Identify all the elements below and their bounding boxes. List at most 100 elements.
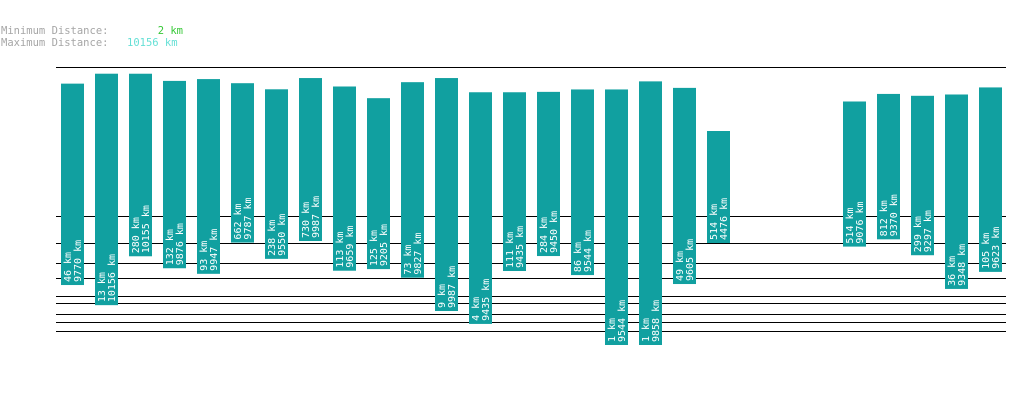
distance-bar: 299 km 9297 km <box>911 95 934 256</box>
bar-label-min: 812 km <box>879 200 890 236</box>
distance-bar: 9 km 9987 km <box>435 78 458 312</box>
distance-bar: 86 km 9544 km <box>571 89 594 276</box>
distance-bar: 280 km 10155 km <box>129 73 152 257</box>
bar-rect <box>231 83 254 243</box>
bar-label-min: 111 km <box>505 232 516 268</box>
distance-bar: 73 km 9827 km <box>401 82 424 278</box>
bar-rect <box>911 95 934 256</box>
bar-label-max: 9076 km <box>855 201 866 243</box>
bar-rect <box>401 82 424 278</box>
bar-label-min: 514 km <box>709 204 720 240</box>
bar-label-min: 238 km <box>267 220 278 256</box>
bar-label-min: 730 km <box>301 202 312 238</box>
distance-bar: 93 km 9947 km <box>197 79 220 274</box>
bar-label-max: 9544 km <box>583 230 594 272</box>
bar-rect <box>707 131 730 243</box>
min-distance-value: 2 km <box>157 25 183 37</box>
bar-label-max: 9450 km <box>549 211 560 253</box>
bar-label-max: 9205 km <box>379 224 390 266</box>
bar-label-max: 10155 km <box>141 205 152 253</box>
distance-bar: 1 km 9544 km <box>605 89 628 345</box>
bar-label-min: 284 km <box>539 217 550 253</box>
bar-label-min: 9 km <box>437 284 448 308</box>
bar-rect <box>95 73 118 306</box>
bar-label-min: 662 km <box>233 203 244 239</box>
bar-label-min: 132 km <box>165 229 176 265</box>
bar-rect <box>435 78 458 312</box>
bar-label-max: 9605 km <box>685 239 696 281</box>
distance-bar: 4 km 9435 km <box>469 92 492 324</box>
distance-bar: 113 km 9659 km <box>333 86 356 271</box>
distance-bar: 730 km 9987 km <box>299 78 322 242</box>
distance-bar: 238 km 9550 km <box>265 89 288 259</box>
bar-rect <box>265 89 288 259</box>
bar-label-min: 280 km <box>131 217 142 253</box>
bar-label-max: 9435 km <box>481 279 492 321</box>
bar-label-min: 49 km <box>675 251 686 281</box>
bar-rect <box>877 93 900 240</box>
bar-label-min: 125 km <box>369 230 380 266</box>
bar-rect <box>673 87 696 285</box>
bar-rect <box>503 92 526 272</box>
bar-rect <box>945 94 968 289</box>
bar-rect <box>129 73 152 257</box>
bar-label-max: 9348 km <box>957 244 968 286</box>
distance-bar: 132 km 9876 km <box>163 80 186 269</box>
distance-bar: 514 km 4476 km <box>707 131 730 243</box>
bar-label-max: 9297 km <box>923 210 934 252</box>
bar-rect <box>979 87 1002 272</box>
distance-bar: 111 km 9435 km <box>503 92 526 272</box>
bar-rect <box>367 98 390 270</box>
bar-label-max: 9370 km <box>889 194 900 236</box>
bar-rect <box>843 101 866 247</box>
bar-rect <box>163 80 186 269</box>
max-distance-value: 10156 km <box>127 37 178 49</box>
bar-rect <box>605 89 628 345</box>
bar-label-min: 36 km <box>947 256 958 286</box>
bar-rect <box>61 83 84 286</box>
bar-rect <box>299 78 322 242</box>
max-distance-row: Maximum Distance: 10156 km <box>1 37 183 49</box>
bar-label-max: 9987 km <box>447 266 458 308</box>
bar-label-max: 10156 km <box>107 254 118 302</box>
bar-label-max: 9787 km <box>243 197 254 239</box>
distance-bar: 46 km 9770 km <box>61 83 84 286</box>
bar-label-min: 105 km <box>981 233 992 269</box>
distance-bar: 514 km 9076 km <box>843 101 866 247</box>
distance-bar: 105 km 9623 km <box>979 87 1002 272</box>
bar-label-min: 86 km <box>573 242 584 272</box>
bar-label-max: 9858 km <box>651 300 662 342</box>
bar-label-min: 299 km <box>913 216 924 252</box>
bar-label-min: 1 km <box>641 318 652 342</box>
bar-label-min: 4 km <box>471 297 482 321</box>
bar-label-max: 9550 km <box>277 214 288 256</box>
bar-label-max: 9435 km <box>515 226 526 268</box>
bar-rect <box>639 81 662 346</box>
distance-bar: 13 km 10156 km <box>95 73 118 306</box>
bar-label-min: 514 km <box>845 207 856 243</box>
bar-label-max: 9544 km <box>617 300 628 342</box>
distance-bar: 662 km 9787 km <box>231 83 254 243</box>
bar-label-min: 113 km <box>335 232 346 268</box>
bar-label-max: 9623 km <box>991 227 1002 269</box>
distance-bar: 49 km 9605 km <box>673 87 696 285</box>
distance-bar: 1 km 9858 km <box>639 81 662 346</box>
distance-bar: 284 km 9450 km <box>537 91 560 257</box>
bar-label-min: 13 km <box>97 272 108 302</box>
bar-rect <box>197 79 220 274</box>
bar-label-min: 46 km <box>63 252 74 282</box>
bar-rect <box>469 92 492 324</box>
min-distance-row: Minimum Distance: 2 km <box>1 25 183 37</box>
distance-bar: 812 km 9370 km <box>877 93 900 240</box>
distance-summary: Minimum Distance: 2 km Maximum Distance: 1… <box>1 25 183 49</box>
max-distance-label: Maximum Distance: <box>1 37 109 49</box>
distance-bar: 36 km 9348 km <box>945 94 968 289</box>
min-distance-label: Minimum Distance: <box>1 25 109 37</box>
bar-label-min: 93 km <box>199 241 210 271</box>
bar-rect <box>571 89 594 276</box>
bar-label-max: 9659 km <box>345 226 356 268</box>
distance-bar: 125 km 9205 km <box>367 98 390 270</box>
bar-rect <box>537 91 560 257</box>
bar-label-max: 4476 km <box>719 198 730 240</box>
